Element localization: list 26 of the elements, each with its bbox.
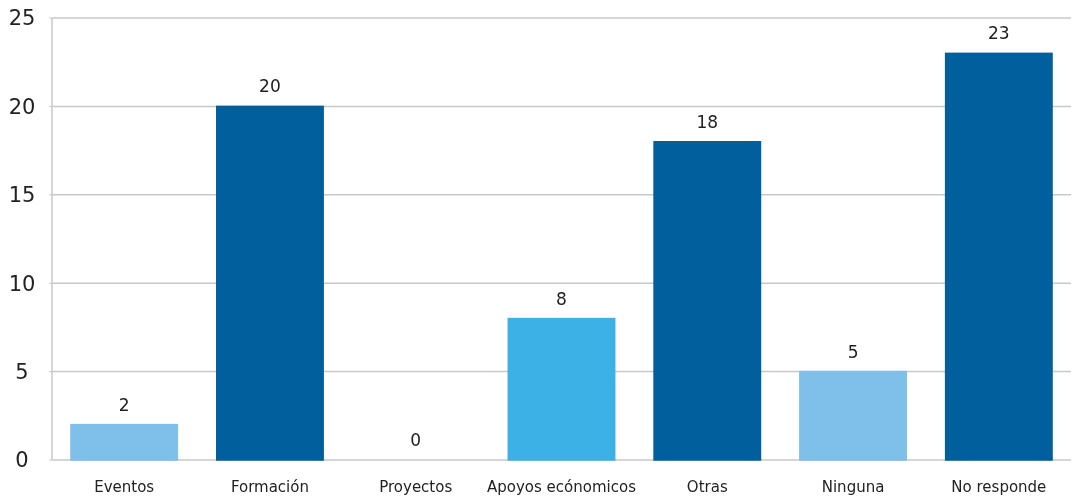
x-tick-label: Formación xyxy=(230,478,309,496)
data-label: 23 xyxy=(988,23,1010,44)
y-tick-label: 5 xyxy=(15,359,29,384)
data-label: 18 xyxy=(696,111,719,132)
data-label: 20 xyxy=(259,76,281,97)
bar xyxy=(799,370,908,461)
data-label: 8 xyxy=(556,288,567,309)
y-tick-label: 20 xyxy=(8,94,36,119)
data-label: 2 xyxy=(118,394,130,415)
x-tick-label: Otras xyxy=(686,478,728,496)
bar xyxy=(944,52,1053,461)
x-tick-label: Ninguna xyxy=(821,478,885,496)
data-label: 5 xyxy=(847,341,859,362)
data-label: 0 xyxy=(410,430,422,450)
bar xyxy=(215,105,324,461)
x-tick-label: Proyectos xyxy=(379,478,453,496)
y-tick-label: 25 xyxy=(8,6,36,31)
y-tick-label: 15 xyxy=(8,183,36,208)
y-tick-label: 0 xyxy=(15,448,29,473)
bar xyxy=(507,317,616,461)
bar xyxy=(653,141,762,461)
y-tick-label: 10 xyxy=(8,271,36,296)
x-tick-label: No responde xyxy=(951,478,1047,496)
bar xyxy=(70,423,179,461)
x-tick-label: Apoyos ecónomicos xyxy=(487,478,637,496)
x-tick-label: Eventos xyxy=(94,478,155,496)
